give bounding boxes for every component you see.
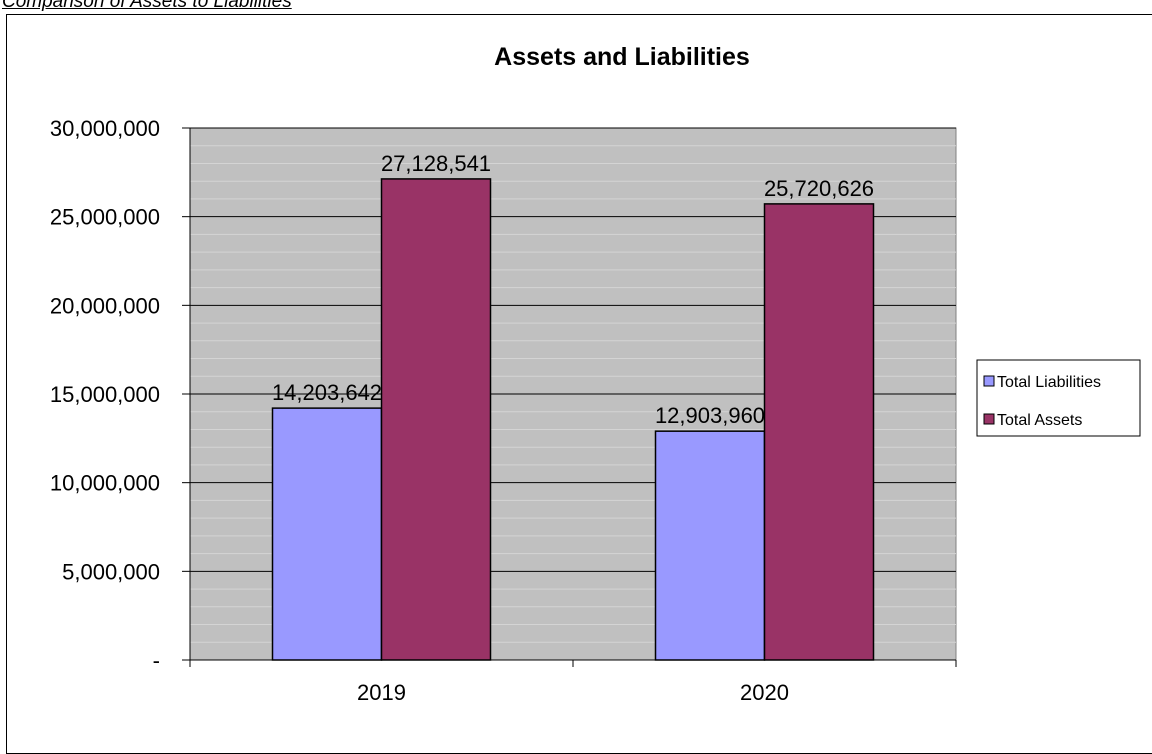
bars: 14,203,642 27,128,541 12,903,960 25,720,626 xyxy=(271,151,875,661)
legend-label: Total Assets xyxy=(997,412,1082,429)
y-tick-label: 15,000,000 xyxy=(50,382,160,407)
page-heading: Comparison of Assets to Liabilities xyxy=(2,0,292,12)
x-tick-label: 2019 xyxy=(357,680,406,705)
data-label: 27,128,541 xyxy=(381,151,491,176)
legend-box xyxy=(976,359,1141,437)
axes: - 5,000,000 10,000,000 15,000,000 20,000,000… xyxy=(50,116,957,705)
data-label: 12,903,960 xyxy=(655,403,765,428)
legend-swatch xyxy=(983,375,995,387)
bar-total-liabilities-2019 xyxy=(271,407,383,661)
y-tick-label: 5,000,000 xyxy=(62,559,160,584)
y-tick-label: 20,000,000 xyxy=(50,293,160,318)
data-label: 14,203,642 xyxy=(272,380,382,405)
y-tick-label: - xyxy=(153,648,160,673)
legend-swatch xyxy=(983,413,995,425)
bar-total-assets-2020 xyxy=(763,203,875,661)
y-tick-label: 25,000,000 xyxy=(50,205,160,230)
y-tick-label: 10,000,000 xyxy=(50,471,160,496)
x-tick-label: 2020 xyxy=(740,680,789,705)
legend-label: Total Liabilities xyxy=(997,374,1101,391)
bar-total-assets-2019 xyxy=(380,178,492,661)
y-tick-label: 30,000,000 xyxy=(50,116,160,141)
chart-title: Assets and Liabilities xyxy=(494,43,750,71)
data-label: 25,720,626 xyxy=(764,176,874,201)
legend: Total Liabilities Total Assets xyxy=(976,359,1141,437)
bar-total-liabilities-2020 xyxy=(654,430,766,661)
